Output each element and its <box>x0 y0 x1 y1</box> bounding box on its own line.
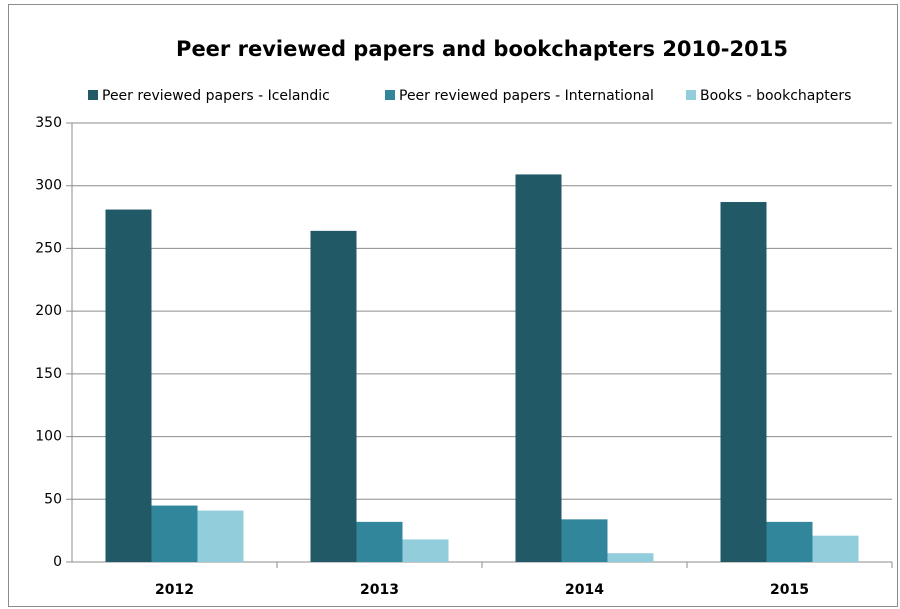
y-tick-label: 350 <box>35 115 62 131</box>
x-tick-label: 2014 <box>565 582 604 598</box>
legend-label: Peer reviewed papers - International <box>399 88 654 104</box>
bar <box>356 521 403 562</box>
legend-swatch <box>686 90 696 100</box>
y-tick-label: 100 <box>35 429 62 445</box>
bar <box>197 510 244 562</box>
bar <box>766 521 813 562</box>
y-tick-label: 0 <box>53 554 62 570</box>
bar <box>402 539 449 562</box>
legend-label: Books - bookchapters <box>700 88 851 104</box>
bar <box>515 174 562 562</box>
y-tick-label: 150 <box>35 366 62 382</box>
y-tick-label: 300 <box>35 178 62 194</box>
chart-title: Peer reviewed papers and bookchapters 20… <box>176 37 788 61</box>
bar <box>720 202 767 562</box>
y-tick-label: 250 <box>35 240 62 256</box>
bar <box>561 519 608 562</box>
x-tick-label: 2012 <box>155 582 194 598</box>
bar <box>310 230 357 562</box>
y-tick-label: 200 <box>35 303 62 319</box>
legend-swatch <box>88 90 98 100</box>
bar <box>607 553 654 562</box>
legend-swatch <box>385 90 395 100</box>
y-tick-label: 50 <box>44 491 62 507</box>
bar <box>812 535 859 562</box>
bar <box>105 209 152 562</box>
x-tick-label: 2015 <box>770 582 809 598</box>
x-tick-label: 2013 <box>360 582 399 598</box>
bar <box>151 505 198 562</box>
legend-label: Peer reviewed papers - Icelandic <box>102 88 330 104</box>
